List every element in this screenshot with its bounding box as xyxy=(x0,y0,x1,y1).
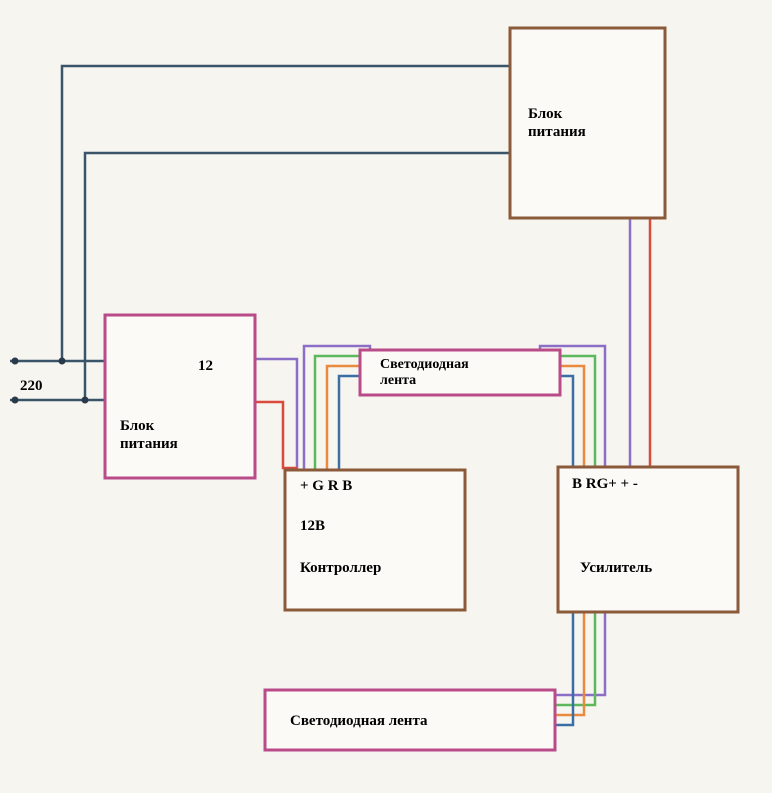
label-amp-name: Усилитель xyxy=(580,560,652,576)
label-amp-pins: B RG+ + - xyxy=(572,476,638,492)
terminal-node-0 xyxy=(12,358,19,365)
label-led-top-1: Светодиодная xyxy=(380,357,469,372)
label-psu-left-1: Блок xyxy=(120,418,155,434)
label-led-bot: Светодиодная лента xyxy=(290,713,428,729)
box-psu_top xyxy=(510,28,665,218)
label-psu-left-12: 12 xyxy=(198,358,213,374)
label-220: 220 xyxy=(20,378,43,394)
label-psu-top-1: Блок xyxy=(528,106,563,122)
terminal-node-1 xyxy=(12,397,19,404)
wiring-diagram: 220 Блок питания 12 Блок питания Светодиоднаял… xyxy=(0,0,772,793)
label-controller-pins: + G R B xyxy=(300,478,352,494)
label-controller-name: Контроллер xyxy=(300,560,381,576)
terminal-node-2 xyxy=(59,358,66,365)
terminal-node-3 xyxy=(82,397,89,404)
label-psu-left-2: питания xyxy=(120,436,178,452)
box-psu_left xyxy=(105,315,255,478)
label-led-top-2: лента xyxy=(380,373,416,388)
label-psu-top-2: питания xyxy=(528,124,586,140)
label-controller-volt: 12В xyxy=(300,518,325,534)
